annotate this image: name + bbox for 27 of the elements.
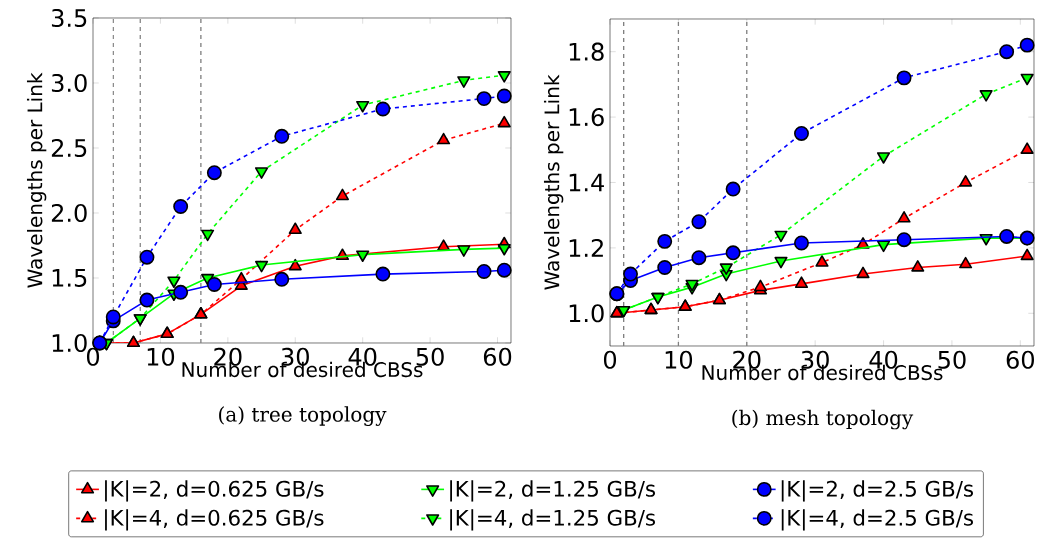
legend-label: |K|=4, d=2.5 GB/s <box>781 509 974 531</box>
x-tick-label: 60 <box>1006 350 1034 369</box>
legend-label: |K|=4, d=0.625 GB/s <box>105 509 324 531</box>
text: (b) mesh topology <box>732 409 914 430</box>
x-tick-label: 10 <box>147 347 175 366</box>
y-tick-label: 3.5 <box>51 8 87 28</box>
y-tick-label: 1.8 <box>569 42 604 61</box>
y-tick-label: 2.5 <box>51 138 87 158</box>
x-tick-label: 0 <box>86 347 100 366</box>
y-tick-label: 3.0 <box>51 73 87 93</box>
x-tick-label: 0 <box>603 350 617 369</box>
y-axis-title: Wavelengths per Link <box>543 74 564 290</box>
legend-label: |K|=4, d=1.25 GB/s <box>450 509 656 531</box>
legend-label: |K|=2, d=1.25 GB/s <box>450 480 656 502</box>
x-tick-label: 10 <box>665 350 693 369</box>
y-tick-label: 1.6 <box>569 108 604 127</box>
legend-label: |K|=2, d=0.625 GB/s <box>105 480 324 502</box>
text: (a) tree topology <box>219 406 387 426</box>
y-axis-title: Wavelengths per Link <box>26 72 47 288</box>
y-tick-label: 1.5 <box>52 269 87 287</box>
legend-label: |K|=2, d=2.5 GB/s <box>781 480 974 502</box>
y-tick-label: 1.0 <box>569 304 604 323</box>
y-tick-label: 2.0 <box>51 203 87 223</box>
y-tick-label: 1.0 <box>52 333 87 353</box>
y-tick-label: 1.4 <box>569 173 604 192</box>
y-tick-label: 1.2 <box>569 238 603 257</box>
x-tick-label: 60 <box>483 347 512 366</box>
